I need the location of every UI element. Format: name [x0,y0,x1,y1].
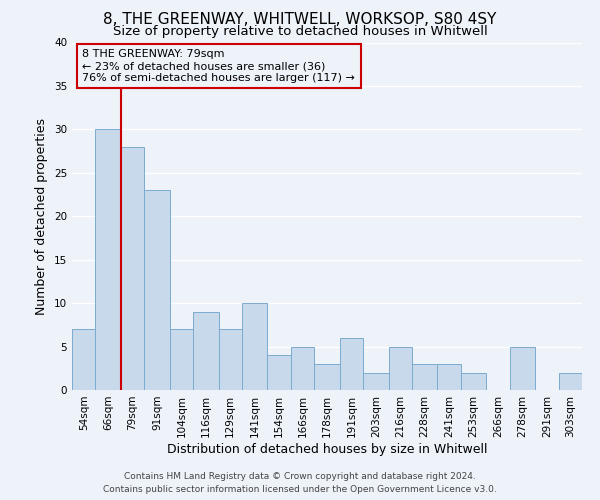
Bar [363,372,389,390]
Bar [314,364,340,390]
Bar [95,130,121,390]
Bar [242,303,268,390]
Bar [193,312,218,390]
Text: Contains HM Land Registry data © Crown copyright and database right 2024.
Contai: Contains HM Land Registry data © Crown c… [103,472,497,494]
Bar [340,338,363,390]
Bar [218,329,242,390]
Bar [268,355,291,390]
Bar [170,329,193,390]
Bar [412,364,437,390]
Bar [144,190,170,390]
Bar [510,346,535,390]
Bar [437,364,461,390]
Y-axis label: Number of detached properties: Number of detached properties [35,118,49,315]
Text: 8 THE GREENWAY: 79sqm
← 23% of detached houses are smaller (36)
76% of semi-deta: 8 THE GREENWAY: 79sqm ← 23% of detached … [82,50,355,82]
Bar [559,372,582,390]
Bar [291,346,314,390]
Bar [461,372,486,390]
Text: Size of property relative to detached houses in Whitwell: Size of property relative to detached ho… [113,25,487,38]
Text: 8, THE GREENWAY, WHITWELL, WORKSOP, S80 4SY: 8, THE GREENWAY, WHITWELL, WORKSOP, S80 … [103,12,497,28]
Bar [72,329,95,390]
X-axis label: Distribution of detached houses by size in Whitwell: Distribution of detached houses by size … [167,442,487,456]
Bar [121,147,144,390]
Bar [389,346,412,390]
